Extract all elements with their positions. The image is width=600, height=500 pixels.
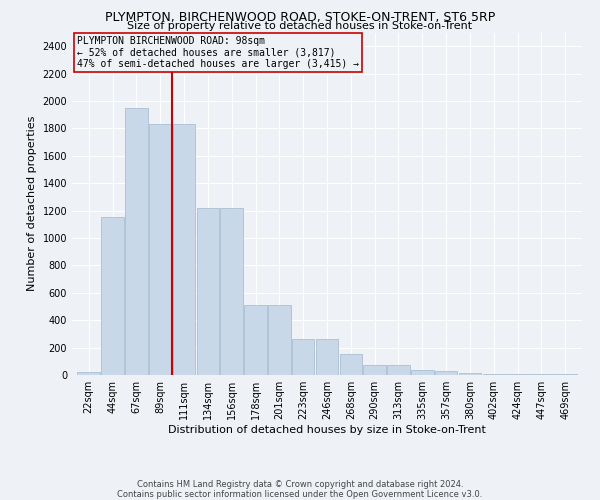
Bar bbox=[125, 108, 148, 375]
Text: PLYMPTON, BIRCHENWOOD ROAD, STOKE-ON-TRENT, ST6 5RP: PLYMPTON, BIRCHENWOOD ROAD, STOKE-ON-TRE… bbox=[105, 11, 495, 24]
Bar bbox=[173, 124, 196, 375]
Bar bbox=[316, 338, 338, 375]
Text: PLYMPTON BIRCHENWOOD ROAD: 98sqm
← 52% of detached houses are smaller (3,817)
47: PLYMPTON BIRCHENWOOD ROAD: 98sqm ← 52% o… bbox=[77, 36, 359, 69]
Bar bbox=[244, 305, 267, 375]
Bar bbox=[340, 354, 362, 375]
Bar bbox=[482, 374, 505, 375]
X-axis label: Distribution of detached houses by size in Stoke-on-Trent: Distribution of detached houses by size … bbox=[168, 425, 486, 435]
Bar bbox=[220, 208, 243, 375]
Text: Contains HM Land Registry data © Crown copyright and database right 2024.
Contai: Contains HM Land Registry data © Crown c… bbox=[118, 480, 482, 499]
Bar bbox=[506, 374, 529, 375]
Bar bbox=[435, 371, 457, 375]
Bar bbox=[268, 305, 290, 375]
Bar bbox=[387, 364, 410, 375]
Bar bbox=[458, 373, 481, 375]
Text: Size of property relative to detached houses in Stoke-on-Trent: Size of property relative to detached ho… bbox=[127, 21, 473, 31]
Bar bbox=[411, 370, 434, 375]
Bar bbox=[554, 374, 577, 375]
Bar bbox=[149, 124, 172, 375]
Bar bbox=[197, 208, 219, 375]
Bar bbox=[101, 218, 124, 375]
Bar bbox=[77, 372, 100, 375]
Bar bbox=[530, 374, 553, 375]
Y-axis label: Number of detached properties: Number of detached properties bbox=[27, 116, 37, 292]
Bar bbox=[292, 338, 314, 375]
Bar bbox=[364, 364, 386, 375]
